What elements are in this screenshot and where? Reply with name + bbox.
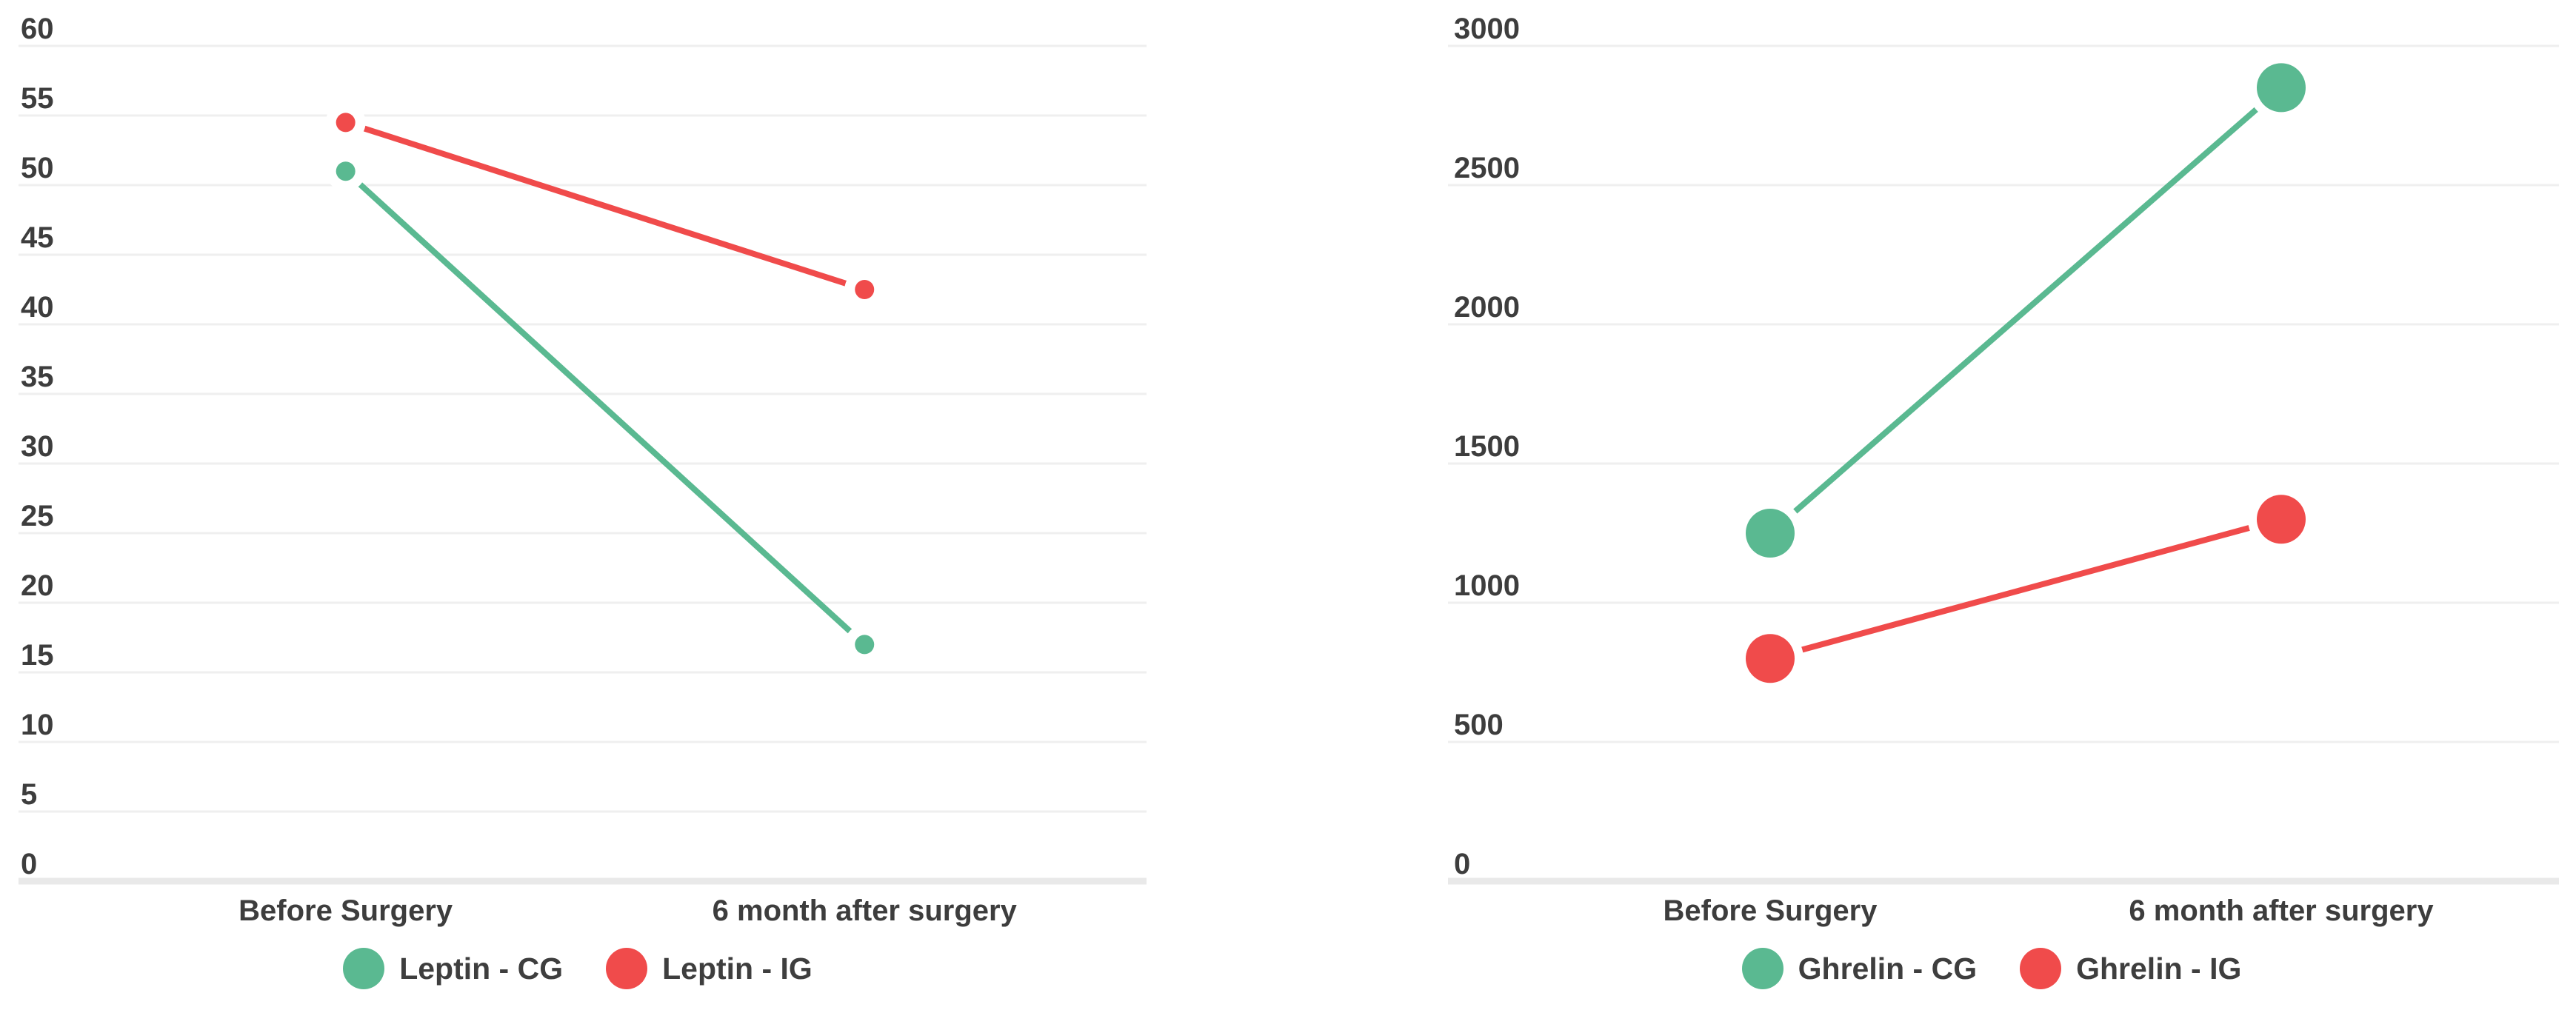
x-category-label: Before Surgery <box>1664 894 1878 927</box>
series-line <box>357 181 853 635</box>
y-tick-label: 500 <box>1454 709 1504 741</box>
data-point <box>1746 634 1795 683</box>
legend-label: Leptin - IG <box>662 951 812 986</box>
series-line <box>1799 525 2252 653</box>
series-line <box>361 125 849 287</box>
y-tick-label: 50 <box>21 152 54 184</box>
legend-label: Ghrelin - CG <box>1798 951 1978 986</box>
y-tick-label: 55 <box>21 82 54 115</box>
data-point <box>855 280 875 299</box>
data-point <box>2257 495 2306 544</box>
y-tick-label: 20 <box>21 569 54 602</box>
leptin-chart-plot: 0 5 10 15 20 25 30 35 40 45 50 55 60 Before Surgery 6 … <box>19 13 1147 927</box>
y-tick-label: 40 <box>21 291 54 324</box>
y-tick-label: 2500 <box>1454 152 1520 184</box>
y-tick-label: 0 <box>21 848 37 880</box>
data-point <box>855 635 875 655</box>
legend-dot-icon <box>343 948 385 989</box>
y-tick-label: 2000 <box>1454 291 1520 324</box>
y-tick-label: 25 <box>21 500 54 532</box>
legend-item-leptin-cg: Leptin - CG <box>343 948 563 989</box>
legend-item-ghrelin-cg: Ghrelin - CG <box>1741 948 1978 989</box>
data-point <box>336 161 356 181</box>
legend-item-ghrelin-ig: Ghrelin - IG <box>2020 948 2241 989</box>
leptin-chart-panel: 0 5 10 15 20 25 30 35 40 45 50 55 60 Before Surgery 6 … <box>0 0 1155 989</box>
x-category-label: 6 month after surgery <box>2129 894 2434 927</box>
data-point <box>336 113 356 133</box>
ghrelin-legend: Ghrelin - CG Ghrelin - IG <box>1407 948 2576 989</box>
y-tick-label: 15 <box>21 639 54 672</box>
y-tick-label: 1500 <box>1454 430 1520 463</box>
leptin-legend: Leptin - CG Leptin - IG <box>0 948 1155 989</box>
legend-label: Ghrelin - IG <box>2076 951 2242 986</box>
y-tick-label: 1000 <box>1454 569 1520 602</box>
y-tick-label: 60 <box>21 13 54 45</box>
data-point <box>1746 509 1795 558</box>
legend-label: Leptin - CG <box>399 951 564 986</box>
y-tick-label: 30 <box>21 430 54 463</box>
ghrelin-chart-panel: 0 500 1000 1500 2000 2500 3000 Before Surgery 6 … <box>1407 0 2576 989</box>
y-tick-label: 3000 <box>1454 13 1520 45</box>
x-category-label: Before Surgery <box>238 894 453 927</box>
series-line <box>1792 106 2260 515</box>
legend-dot-icon <box>2020 948 2062 989</box>
legend-dot-icon <box>606 948 648 989</box>
y-tick-label: 45 <box>21 221 54 254</box>
y-tick-label: 0 <box>1454 848 1470 880</box>
legend-dot-icon <box>1741 948 1783 989</box>
y-tick-label: 5 <box>21 778 37 811</box>
x-category-label: 6 month after surgery <box>713 894 1018 927</box>
legend-item-leptin-ig: Leptin - IG <box>606 948 812 989</box>
data-point <box>2257 63 2306 113</box>
y-tick-label: 35 <box>21 361 54 393</box>
ghrelin-chart-plot: 0 500 1000 1500 2000 2500 3000 Before Surgery 6 … <box>1448 13 2559 927</box>
y-tick-label: 10 <box>21 709 54 741</box>
